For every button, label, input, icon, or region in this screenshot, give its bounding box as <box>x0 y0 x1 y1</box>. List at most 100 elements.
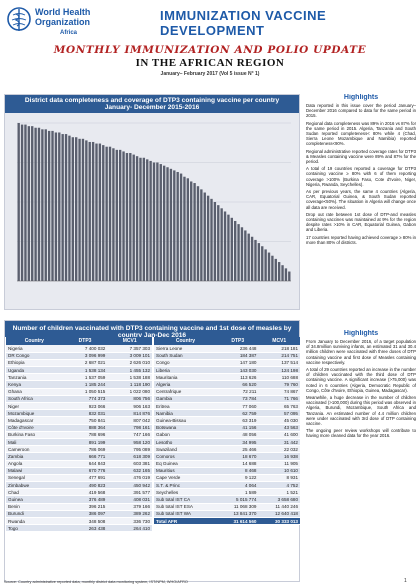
cell-dtp3: 419 568 <box>62 488 108 497</box>
cell-mcv1: 31 442 <box>258 438 300 447</box>
cell-mcv1: 603 381 <box>107 460 152 468</box>
cell-dtp3: 891 199 <box>62 438 108 447</box>
table-row: Swaziland 25 466 22 032 <box>154 445 300 454</box>
cell-country: Liberia <box>154 366 217 375</box>
cell-mcv1: 22 032 <box>258 445 300 454</box>
cell-country: Nigeria <box>6 345 63 353</box>
chart-bar <box>146 159 149 281</box>
highlights-bottom-body: From January to December 2016, of a targ… <box>306 339 416 439</box>
highlight-paragraph: The ongoing peer review workshops will c… <box>306 428 416 439</box>
table-row: Sierra Leone 236 448 218 181 <box>154 345 300 353</box>
cell-country: Swaziland <box>154 445 217 454</box>
cell-dtp3: 750 841 <box>62 416 108 425</box>
highlight-paragraph: From January to December 2016, of a targ… <box>306 339 416 365</box>
table-row: Guinea 376 489 408 031 <box>6 495 152 504</box>
cell-country: Rwanda <box>6 517 63 526</box>
cell-dtp3: 4 064 <box>216 481 259 490</box>
cell-dtp3: 62 759 <box>216 409 259 418</box>
chart-bar <box>247 233 250 281</box>
chart-bar <box>44 129 47 281</box>
chart-bar <box>142 157 146 281</box>
cell-mcv1: 10 610 <box>258 467 300 475</box>
cell-country: Ghana <box>6 388 63 396</box>
coverage-bar-chart <box>17 122 291 282</box>
cell-dtp3: 184 387 <box>216 352 259 360</box>
cell-country: Kenya <box>6 380 63 389</box>
chart-bar <box>85 140 88 281</box>
cell-mcv1: 79 760 <box>258 380 300 389</box>
chart-bar <box>27 126 31 281</box>
cell-country: Ethiopia <box>6 359 63 368</box>
cell-country: Niger <box>6 402 63 411</box>
who-region: Africa <box>60 30 78 36</box>
cell-dtp3: 788 696 <box>62 431 108 439</box>
cell-country: Sub total IST ESA <box>154 503 217 511</box>
chart-bar <box>34 127 37 282</box>
chart-bar <box>227 214 230 281</box>
cell-country: Benin <box>6 503 63 511</box>
who-name: World Health Organization <box>35 7 90 27</box>
cell-mcv1: 8 931 <box>258 474 300 483</box>
cell-country: Congo <box>154 359 217 368</box>
cell-mcv1: 1 022 080 <box>107 388 152 396</box>
banner-issue: January– February 2017 (Vol 5 issue N° 1… <box>160 71 260 77</box>
page-number: 1 <box>404 578 407 584</box>
chart-bar <box>105 146 108 281</box>
cell-dtp3: 1 185 244 <box>62 380 108 389</box>
chart-bar <box>135 156 139 281</box>
cell-dtp3: 236 448 <box>216 345 259 353</box>
chart-bar <box>17 123 20 281</box>
chart-bar <box>20 124 24 281</box>
cell-country: Gambia <box>154 395 217 404</box>
table-row: Gabon 48 056 41 600 <box>154 431 300 439</box>
cell-mcv1: 41 600 <box>258 431 300 439</box>
table-row: Namibia 62 759 57 095 <box>154 409 300 418</box>
cell-mcv1: 1 538 188 <box>107 373 152 382</box>
chart-bar <box>183 176 186 281</box>
who-emblem-icon <box>7 7 31 31</box>
highlight-paragraph: Regional administrative reported coverag… <box>306 148 416 165</box>
cell-country: Guinea-Bissau <box>154 416 217 425</box>
table-row: Algeria 66 520 79 760 <box>154 380 300 389</box>
footer-source: Source: Country administrative reported … <box>4 580 188 584</box>
chart-bar <box>115 149 118 281</box>
cell-country: Sub total IST WA <box>154 510 217 519</box>
cell-dtp3: 66 520 <box>216 380 259 389</box>
chart-bar <box>173 170 176 281</box>
table-left-grid: Country DTP3 MCV1 Nigeria 7 400 032 7 357 … <box>6 337 152 533</box>
chart-bar <box>237 224 240 281</box>
chart-bar <box>108 146 112 281</box>
table-row: Seychelles 1 589 1 521 <box>154 488 300 497</box>
cell-country: Tanzania <box>6 373 63 382</box>
table-row: Senegal 477 691 476 019 <box>6 474 152 483</box>
table-row: Tanzania 1 537 059 1 538 188 <box>6 373 152 382</box>
col-header-dtp3: DTP3 <box>216 337 259 345</box>
header: World Health Organization Africa IMMUNIZ… <box>0 0 420 44</box>
cell-country: Zambia <box>6 452 63 461</box>
table-row: Centrafrique 72 211 74 867 <box>154 388 300 396</box>
chart-bar <box>264 249 267 281</box>
cell-country: Seychelles <box>154 488 217 497</box>
cell-dtp3: 18 670 <box>216 452 259 461</box>
table-row: Botswana 41 156 43 563 <box>154 424 300 432</box>
cell-country: Cameroon <box>6 445 63 454</box>
table-row: Burkina Faso 788 696 747 166 <box>6 431 152 439</box>
cell-country: Algeria <box>154 380 217 389</box>
cell-dtp3: 11 068 309 <box>216 503 259 511</box>
highlight-paragraph: As per previous years, the same 4 countr… <box>306 189 416 210</box>
cell-mcv1: 814 876 <box>107 409 152 418</box>
col-header-dtp3: DTP3 <box>62 337 108 345</box>
chart-bar <box>125 153 129 281</box>
table-left: Country DTP3 MCV1 Nigeria 7 400 032 7 357 … <box>6 337 152 533</box>
table-row: DR Congo 3 096 999 3 009 101 <box>6 352 152 360</box>
chart-bar <box>102 145 105 281</box>
chart-bar <box>132 154 135 281</box>
cell-mcv1: 74 867 <box>258 388 300 396</box>
chart-bar <box>88 141 91 281</box>
chart-bar <box>267 252 271 281</box>
cell-dtp3: 670 776 <box>62 467 108 475</box>
cell-mcv1: 16 938 <box>258 452 300 461</box>
cell-mcv1: 12 640 418 <box>258 510 300 519</box>
col-header-country: Country <box>6 337 63 345</box>
cell-country: Mauritius <box>154 467 217 475</box>
